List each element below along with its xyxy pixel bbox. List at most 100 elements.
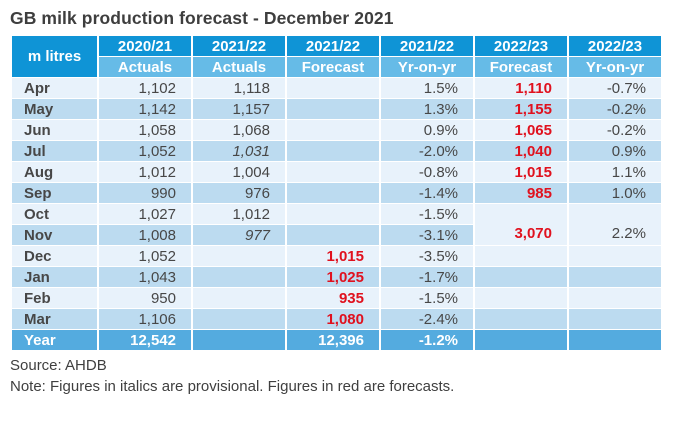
table-cell: 1,142 <box>97 98 193 120</box>
col-header-year-4: 2022/23 <box>473 35 569 57</box>
table-cell <box>285 77 381 99</box>
table-cell <box>473 308 569 330</box>
col-header-year-3: 2021/22 <box>379 35 475 57</box>
table-cell: 1,155 <box>473 98 569 120</box>
table-header: m litres 2020/21 2021/22 2021/22 2021/22… <box>10 35 663 78</box>
page: GB milk production forecast - December 2… <box>10 8 663 397</box>
table-cell <box>567 266 663 288</box>
col-header-sub-0: Actuals <box>97 56 193 78</box>
milk-production-table: m litres 2020/21 2021/22 2021/22 2021/22… <box>10 35 663 351</box>
table-cell: 1,025 <box>285 266 381 288</box>
table-cell <box>285 161 381 183</box>
table-cell <box>191 308 287 330</box>
table-row-year: Year 12,542 12,396 -1.2% <box>10 329 663 351</box>
table-cell: 977 <box>191 224 287 246</box>
row-label-dec: Dec <box>10 245 99 267</box>
table-cell: -0.7% <box>567 77 663 99</box>
table-cell: 950 <box>97 287 193 309</box>
table-cell <box>285 119 381 141</box>
table-cell: 1,052 <box>97 140 193 162</box>
table-cell: 1,015 <box>473 161 569 183</box>
table-row-nov: Nov 1,008 977 -3.1% <box>10 224 662 246</box>
table-cell: -0.8% <box>379 161 475 183</box>
table-cell <box>473 287 569 309</box>
row-label-year: Year <box>10 329 99 351</box>
row-label-jun: Jun <box>10 119 99 141</box>
table-cell: -1.2% <box>379 329 475 351</box>
table-cell: 1,102 <box>97 77 193 99</box>
table-cell: 935 <box>285 287 381 309</box>
table-cell: 1.0% <box>567 182 663 204</box>
table-row-mar: Mar 1,106 1,080 -2.4% <box>10 308 663 330</box>
table-cell: 1,118 <box>191 77 287 99</box>
table-cell: 1,052 <box>97 245 193 267</box>
row-label-aug: Aug <box>10 161 99 183</box>
table-cell <box>285 140 381 162</box>
table-footer: Year 12,542 12,396 -1.2% <box>10 329 663 351</box>
col-header-year-0: 2020/21 <box>97 35 193 57</box>
table-row-jul: Jul 1,052 1,031 -2.0% 1,040 0.9% <box>10 140 663 162</box>
table-cell: 1,068 <box>191 119 287 141</box>
row-label-oct: Oct <box>10 203 99 225</box>
table-cell: -1.5% <box>379 203 475 225</box>
col-header-sub-4: Forecast <box>473 56 569 78</box>
corner-header-unit: m litres <box>10 35 99 78</box>
table-row-jan: Jan 1,043 1,025 -1.7% <box>10 266 663 288</box>
table-cell: -0.2% <box>567 98 663 120</box>
table-cell: 0.9% <box>379 119 475 141</box>
table-cell <box>567 287 663 309</box>
table-cell: -2.4% <box>379 308 475 330</box>
table-cell <box>191 287 287 309</box>
col-header-sub-3: Yr-on-yr <box>379 56 475 78</box>
table-cell <box>567 329 663 351</box>
table-cell: 1,110 <box>473 77 569 99</box>
table-cell: 1,065 <box>473 119 569 141</box>
table-row-sep: Sep 990 976 -1.4% 985 1.0% <box>10 182 663 204</box>
table-cell: 1,008 <box>97 224 193 246</box>
table-cell: 1.5% <box>379 77 475 99</box>
table-body: Apr 1,102 1,118 1.5% 1,110 -0.7% May 1,142 1,157… <box>10 77 663 330</box>
table-cell <box>567 245 663 267</box>
col-header-sub-5: Yr-on-yr <box>567 56 663 78</box>
table-cell: 1,015 <box>285 245 381 267</box>
table-cell: 1,027 <box>97 203 193 225</box>
table-cell <box>285 182 381 204</box>
table-cell <box>191 245 287 267</box>
row-label-feb: Feb <box>10 287 99 309</box>
legend-note: Note: Figures in italics are provisional… <box>10 378 455 395</box>
table-cell <box>473 329 569 351</box>
table-row-feb: Feb 950 935 -1.5% <box>10 287 663 309</box>
row-label-may: May <box>10 98 99 120</box>
row-label-jul: Jul <box>10 140 99 162</box>
table-cell: -2.0% <box>379 140 475 162</box>
table-cell: 12,396 <box>285 329 381 351</box>
table-row-aug: Aug 1,012 1,004 -0.8% 1,015 1.1% <box>10 161 663 183</box>
table-row-apr: Apr 1,102 1,118 1.5% 1,110 -0.7% <box>10 77 663 99</box>
table-cell <box>191 266 287 288</box>
table-cell <box>473 245 569 267</box>
table-cell: -3.5% <box>379 245 475 267</box>
table-cell: 1,040 <box>473 140 569 162</box>
table-cell: -0.2% <box>567 119 663 141</box>
table-row-jun: Jun 1,058 1,068 0.9% 1,065 -0.2% <box>10 119 663 141</box>
table-cell <box>285 203 381 225</box>
table-cell <box>567 308 663 330</box>
row-label-sep: Sep <box>10 182 99 204</box>
table-cell: 0.9% <box>567 140 663 162</box>
row-label-nov: Nov <box>10 224 99 246</box>
page-title: GB milk production forecast - December 2… <box>10 8 394 28</box>
table-cell: -3.1% <box>379 224 475 246</box>
col-header-sub-2: Forecast <box>285 56 381 78</box>
table-cell: 12,542 <box>97 329 193 351</box>
source-note: Source: AHDB <box>10 357 107 374</box>
table-cell: 1,157 <box>191 98 287 120</box>
table-cell: 990 <box>97 182 193 204</box>
table-cell: 1,080 <box>285 308 381 330</box>
table-cell: 1,004 <box>191 161 287 183</box>
table-cell: 1,031 <box>191 140 287 162</box>
table-row-may: May 1,142 1,157 1.3% 1,155 -0.2% <box>10 98 663 120</box>
footer-notes: Source: AHDB Note: Figures in italics ar… <box>10 355 662 397</box>
table-cell: 976 <box>191 182 287 204</box>
table-cell: 1,058 <box>97 119 193 141</box>
table-cell: -1.7% <box>379 266 475 288</box>
